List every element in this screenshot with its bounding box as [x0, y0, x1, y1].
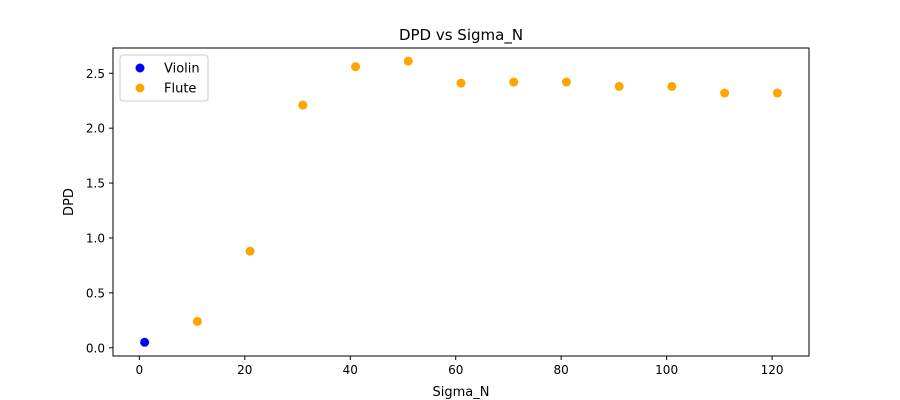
data-point-violin — [140, 337, 150, 347]
data-point-flute — [298, 100, 308, 110]
x-axis-label: Sigma_N — [433, 385, 490, 400]
y-tick-label: 0.5 — [86, 286, 105, 300]
x-tick-label: 0 — [136, 363, 144, 377]
y-tick-label: 0.0 — [86, 341, 105, 355]
x-tick-label: 80 — [554, 363, 569, 377]
axes-frame — [112, 47, 810, 357]
y-axis-label: DPD — [62, 188, 77, 216]
series-flute — [192, 56, 782, 326]
x-tick-label: 40 — [343, 363, 358, 377]
x-tick-label: 20 — [237, 363, 252, 377]
x-axis: 0 20 40 60 80 100 120 — [136, 356, 784, 377]
data-point-flute — [351, 62, 361, 72]
data-point-flute — [509, 77, 519, 87]
x-tick-label: 120 — [761, 363, 784, 377]
series-violin — [140, 337, 150, 347]
plot-area — [140, 56, 782, 347]
y-axis: 0.0 0.5 1.0 1.5 2.0 2.5 — [86, 67, 113, 355]
data-point-flute — [720, 88, 730, 98]
data-point-flute — [456, 78, 466, 88]
y-tick-label: 2.5 — [86, 67, 105, 81]
legend: Violin Flute — [119, 54, 209, 102]
y-tick-label: 2.0 — [86, 122, 105, 136]
legend-marker-flute — [135, 83, 145, 93]
y-tick-label: 1.5 — [86, 177, 105, 191]
data-point-flute — [192, 316, 202, 326]
data-point-flute — [772, 88, 782, 98]
data-point-flute — [667, 81, 677, 91]
legend-label-violin: Violin — [164, 62, 200, 77]
data-point-flute — [245, 246, 255, 256]
legend-marker-violin — [135, 63, 145, 73]
data-point-flute — [614, 81, 624, 91]
data-point-flute — [403, 56, 413, 66]
chart-title: DPD vs Sigma_N — [399, 26, 523, 45]
x-tick-label: 100 — [655, 363, 678, 377]
data-point-flute — [561, 77, 571, 87]
y-tick-label: 1.0 — [86, 231, 105, 245]
legend-label-flute: Flute — [164, 82, 196, 97]
x-tick-label: 60 — [448, 363, 463, 377]
